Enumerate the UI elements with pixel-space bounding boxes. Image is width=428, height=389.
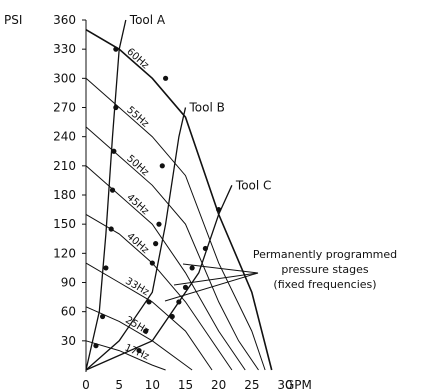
stage-point bbox=[159, 163, 165, 169]
stage-point bbox=[163, 75, 169, 81]
y-tick-label: 90 bbox=[61, 276, 76, 290]
stage-point bbox=[149, 260, 155, 266]
y-tick-label: 30 bbox=[61, 334, 76, 348]
stage-point bbox=[93, 343, 99, 349]
stage-point bbox=[109, 187, 116, 193]
stage-point bbox=[182, 284, 189, 290]
stage-point bbox=[189, 265, 195, 271]
x-ticks: 0 5 10 15 20 25 30 bbox=[82, 378, 292, 389]
annotation-line-3: (fixed frequencies) bbox=[273, 278, 376, 291]
pump-curve-55Hz bbox=[85, 77, 266, 371]
pump-curve-17Hz bbox=[85, 340, 166, 371]
stage-point bbox=[99, 313, 106, 320]
stage-point bbox=[108, 226, 114, 232]
y-tick-label: 120 bbox=[53, 246, 76, 260]
stage-point bbox=[113, 46, 119, 52]
tool-curve-group: Tool A Tool B Tool C bbox=[85, 13, 272, 371]
x-tick-label: 25 bbox=[244, 378, 259, 389]
pump-curve-40Hz bbox=[85, 213, 233, 371]
y-unit-label: PSI bbox=[4, 13, 22, 27]
x-tick-label: 15 bbox=[178, 378, 193, 389]
tool-curve bbox=[85, 107, 187, 371]
pump-curve-label: 60Hz bbox=[124, 46, 150, 71]
x-tick-label: 0 bbox=[82, 378, 90, 389]
y-tick-label: 150 bbox=[53, 217, 76, 231]
y-tick-label: 240 bbox=[53, 130, 76, 144]
stage-point-group bbox=[93, 46, 222, 354]
annotation-leader-3 bbox=[164, 272, 259, 302]
stage-point bbox=[176, 299, 182, 305]
stage-point bbox=[169, 313, 175, 320]
annotation-leader-2 bbox=[173, 272, 259, 286]
annotation-line-2: pressure stages bbox=[281, 263, 369, 276]
pump-curve-label: 25Hz bbox=[123, 315, 151, 337]
pump-curve-50Hz bbox=[85, 126, 259, 371]
pump-curve-label: 40Hz bbox=[124, 231, 150, 256]
y-tick-label: 180 bbox=[53, 188, 76, 202]
y-tick-label: 300 bbox=[53, 71, 76, 85]
stage-point bbox=[103, 265, 109, 271]
pump-curve-33Hz bbox=[85, 262, 213, 371]
pump-curve-label: 55Hz bbox=[124, 105, 150, 130]
annotation-leader-1 bbox=[182, 263, 259, 274]
x-tick-label: 5 bbox=[115, 378, 123, 389]
x-tick-label: 30 bbox=[277, 378, 292, 389]
y-ticks: 360 330 300 270 240 210 180 150 120 90 60 30 bbox=[53, 13, 86, 348]
annotation-line-1: Permanently programmed bbox=[253, 248, 397, 261]
stage-point bbox=[113, 104, 119, 111]
stage-point bbox=[156, 221, 162, 227]
pump-curve-label: 45Hz bbox=[124, 192, 150, 217]
y-tick-label: 360 bbox=[53, 13, 76, 27]
stage-point bbox=[111, 148, 117, 154]
tool-curve-label: Tool A bbox=[129, 13, 166, 27]
stage-point bbox=[146, 299, 152, 305]
x-tick-label: 10 bbox=[145, 378, 160, 389]
pump-curve-label: 33Hz bbox=[123, 276, 151, 298]
tool-curve bbox=[85, 185, 233, 371]
stage-point bbox=[153, 241, 159, 247]
x-unit-label: GPM bbox=[285, 378, 312, 389]
y-tick-label: 60 bbox=[61, 305, 76, 319]
annotation: Permanently programmed pressure stages (… bbox=[164, 248, 397, 302]
stage-point bbox=[216, 206, 222, 213]
tool-curve-label: Tool B bbox=[189, 101, 225, 115]
stage-point bbox=[202, 245, 208, 252]
tool-curve-label: Tool C bbox=[235, 178, 272, 192]
stage-point bbox=[143, 328, 149, 334]
y-tick-label: 330 bbox=[53, 42, 76, 56]
x-tick-label: 20 bbox=[211, 378, 226, 389]
pump-curve-label: 50Hz bbox=[124, 153, 150, 178]
y-tick-label: 210 bbox=[53, 159, 76, 173]
y-tick-label: 270 bbox=[53, 101, 76, 115]
tool-curve bbox=[85, 19, 127, 371]
stage-point bbox=[136, 347, 142, 354]
